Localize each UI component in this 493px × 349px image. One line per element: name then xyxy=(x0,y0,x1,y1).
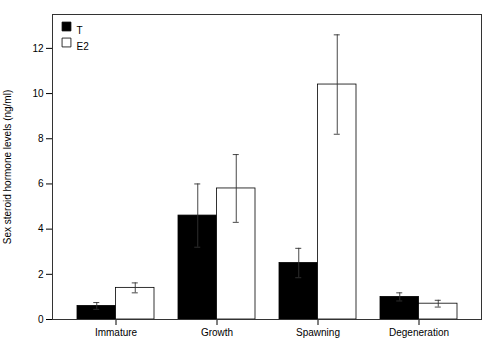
svg-text:2: 2 xyxy=(38,269,44,280)
svg-text:0: 0 xyxy=(38,314,44,325)
svg-text:6: 6 xyxy=(38,178,44,189)
svg-text:4: 4 xyxy=(38,223,44,234)
svg-text:12: 12 xyxy=(32,43,44,54)
svg-text:Growth: Growth xyxy=(201,327,233,338)
svg-text:Immature: Immature xyxy=(95,327,138,338)
svg-text:Sex steroid hormone levels (ng: Sex steroid hormone levels (ng/ml) xyxy=(2,90,13,245)
svg-text:10: 10 xyxy=(32,88,44,99)
svg-text:T: T xyxy=(77,25,83,36)
svg-text:Spawning: Spawning xyxy=(296,327,340,338)
svg-text:8: 8 xyxy=(38,133,44,144)
svg-text:E2: E2 xyxy=(77,41,90,52)
svg-text:Degeneration: Degeneration xyxy=(389,327,449,338)
